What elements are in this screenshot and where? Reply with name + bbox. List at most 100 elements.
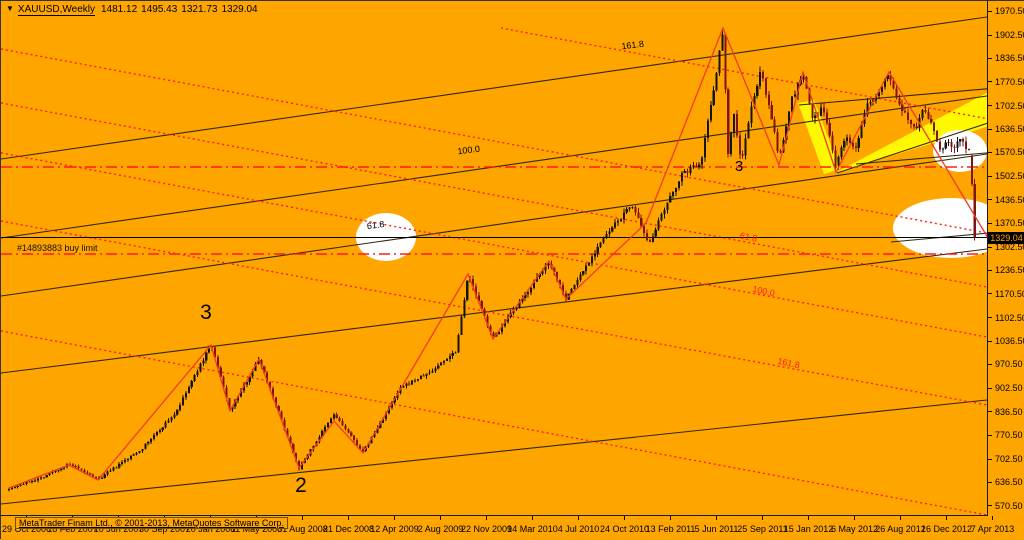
price-tick-label: 1570.50 [995, 147, 1024, 158]
svg-text:61.8: 61.8 [366, 219, 385, 231]
zigzag-wave-lines [8, 26, 987, 489]
date-tick-label: 26 Aug 2012 [875, 524, 926, 534]
price-tick-mark [988, 505, 992, 506]
copyright-link[interactable]: MetaTrader Finam Ltd., © 2001-2013, Meta… [15, 517, 288, 529]
date-tick-label: 6 May 2012 [830, 524, 879, 534]
date-tick-label: 10 Jun 2007 [93, 524, 144, 534]
price-tick-mark [988, 341, 992, 342]
price-tick-mark [988, 35, 992, 36]
date-tick-label: 15 Jan 2012 [783, 524, 834, 534]
chart-canvas[interactable]: 61.8 100.0 161.8 61.8 100.0 161.8 3 2 3 ▼ XAUUSD,… [1, 1, 988, 516]
date-tick-label: 20 Jan 2008 [185, 524, 236, 534]
symbol-period-label: XAUUSD,Weekly [17, 4, 95, 16]
candles-layer [8, 28, 976, 492]
highlight-shapes-layer [798, 92, 987, 174]
price-tick-mark [988, 411, 992, 412]
date-tick-label: 14 Mar 2010 [507, 524, 558, 534]
svg-text:100.0: 100.0 [457, 144, 481, 157]
date-tick-mark [808, 516, 809, 520]
date-tick-label: 30 Sep 2007 [138, 524, 191, 534]
price-tick-label: 1370.50 [995, 218, 1024, 229]
black-trendlines-layer [1, 16, 987, 505]
price-tick-label: 1836.50 [995, 53, 1024, 64]
price-tick-mark [988, 152, 992, 153]
svg-text:3: 3 [735, 158, 743, 175]
price-tick-mark [988, 459, 992, 460]
date-tick-mark [762, 516, 763, 520]
date-tick-label: 16 Dec 2012 [920, 524, 973, 534]
date-tick-label: 7 Apr 2013 [970, 524, 1015, 534]
svg-text:161.8: 161.8 [621, 39, 645, 52]
date-tick-mark [486, 516, 487, 520]
pending-order-label: #14893883 buy limit [17, 243, 98, 253]
price-tick-mark [988, 223, 992, 224]
price-tick-mark [988, 364, 992, 365]
quote-high: 1495.43 [141, 4, 178, 15]
date-tick-mark [578, 516, 579, 520]
date-tick-label: 21 Dec 2008 [322, 524, 375, 534]
date-tick-label: 18 Feb 2007 [47, 524, 98, 534]
date-tick-label: 4 Jul 2010 [557, 524, 600, 534]
price-axis[interactable]: 1329.04 1970.50 1902.50 1836.50 1770.50 1702… [988, 1, 1024, 516]
date-tick-label: 11 May 2008 [230, 524, 283, 534]
price-tick-label: 1036.50 [995, 336, 1024, 347]
ellipse-annotations-layer [356, 130, 987, 261]
red-dotted-lines-layer [1, 27, 987, 515]
date-tick-mark [854, 516, 855, 520]
horizontal-lines-layer [1, 166, 987, 255]
chart-text-labels: 61.8 100.0 161.8 61.8 100.0 161.8 3 2 3 [200, 39, 801, 497]
quote-open: 1481.12 [100, 4, 138, 15]
date-tick-label: 22 Nov 2009 [460, 524, 513, 534]
price-tick-mark [988, 105, 992, 106]
quote-low: 1321.73 [181, 4, 218, 15]
price-tick-label: 1436.50 [995, 194, 1024, 205]
price-tick-label: 570.50 [995, 500, 1023, 511]
svg-text:2: 2 [295, 474, 307, 497]
date-tick-mark [302, 516, 303, 520]
date-tick-mark [946, 516, 947, 520]
price-tick-label: 1636.50 [995, 124, 1024, 135]
price-tick-mark [988, 247, 992, 248]
price-tick-label: 1702.50 [995, 100, 1024, 111]
quote-line: ▼ XAUUSD,Weekly 1481.12 1495.43 1321.73 1329.… [6, 4, 262, 16]
price-tick-label: 1302.50 [995, 242, 1024, 253]
price-tick-label: 1770.50 [995, 76, 1024, 87]
price-tick-mark [988, 81, 992, 82]
date-tick-label: 2 Aug 2009 [417, 524, 464, 534]
price-tick-label: 1236.50 [995, 265, 1024, 276]
price-tick-mark [988, 388, 992, 389]
price-tick-label: 902.50 [995, 383, 1023, 394]
price-tick-mark [988, 317, 992, 318]
date-tick-mark [532, 516, 533, 520]
price-tick-label: 1902.50 [995, 30, 1024, 41]
price-tick-mark [988, 11, 992, 12]
price-tick-mark [988, 199, 992, 200]
price-tick-mark [988, 58, 992, 59]
price-tick-label: 1170.50 [995, 288, 1024, 299]
date-tick-label: 29 Oct 2006 [1, 524, 52, 534]
current-price-box: 1329.04 [988, 231, 1024, 244]
date-tick-label: 5 Jun 2011 [694, 524, 739, 534]
quote-collapse-icon[interactable]: ▼ [6, 4, 14, 13]
date-tick-label: 31 Aug 2008 [277, 524, 328, 534]
price-tick-label: 1502.50 [995, 171, 1024, 182]
date-tick-mark [624, 516, 625, 520]
date-tick-label: 24 Oct 2010 [599, 524, 650, 534]
price-tick-mark [988, 270, 992, 271]
price-chart-plot[interactable]: 61.8 100.0 161.8 61.8 100.0 161.8 3 2 3 [1, 1, 988, 516]
svg-text:3: 3 [200, 301, 212, 324]
date-tick-mark [716, 516, 717, 520]
price-tick-mark [988, 293, 992, 294]
price-tick-mark [988, 176, 992, 177]
price-tick-label: 636.50 [995, 477, 1023, 488]
price-tick-label: 770.50 [995, 430, 1023, 441]
date-tick-mark [440, 516, 441, 520]
price-tick-mark [988, 482, 992, 483]
price-tick-label: 1970.50 [995, 6, 1024, 16]
date-tick-label: 25 Sep 2011 [737, 524, 788, 534]
price-tick-label: 1102.50 [995, 312, 1024, 323]
svg-text:61.8: 61.8 [739, 230, 758, 243]
price-tick-label: 970.50 [995, 359, 1023, 370]
date-tick-mark [348, 516, 349, 520]
